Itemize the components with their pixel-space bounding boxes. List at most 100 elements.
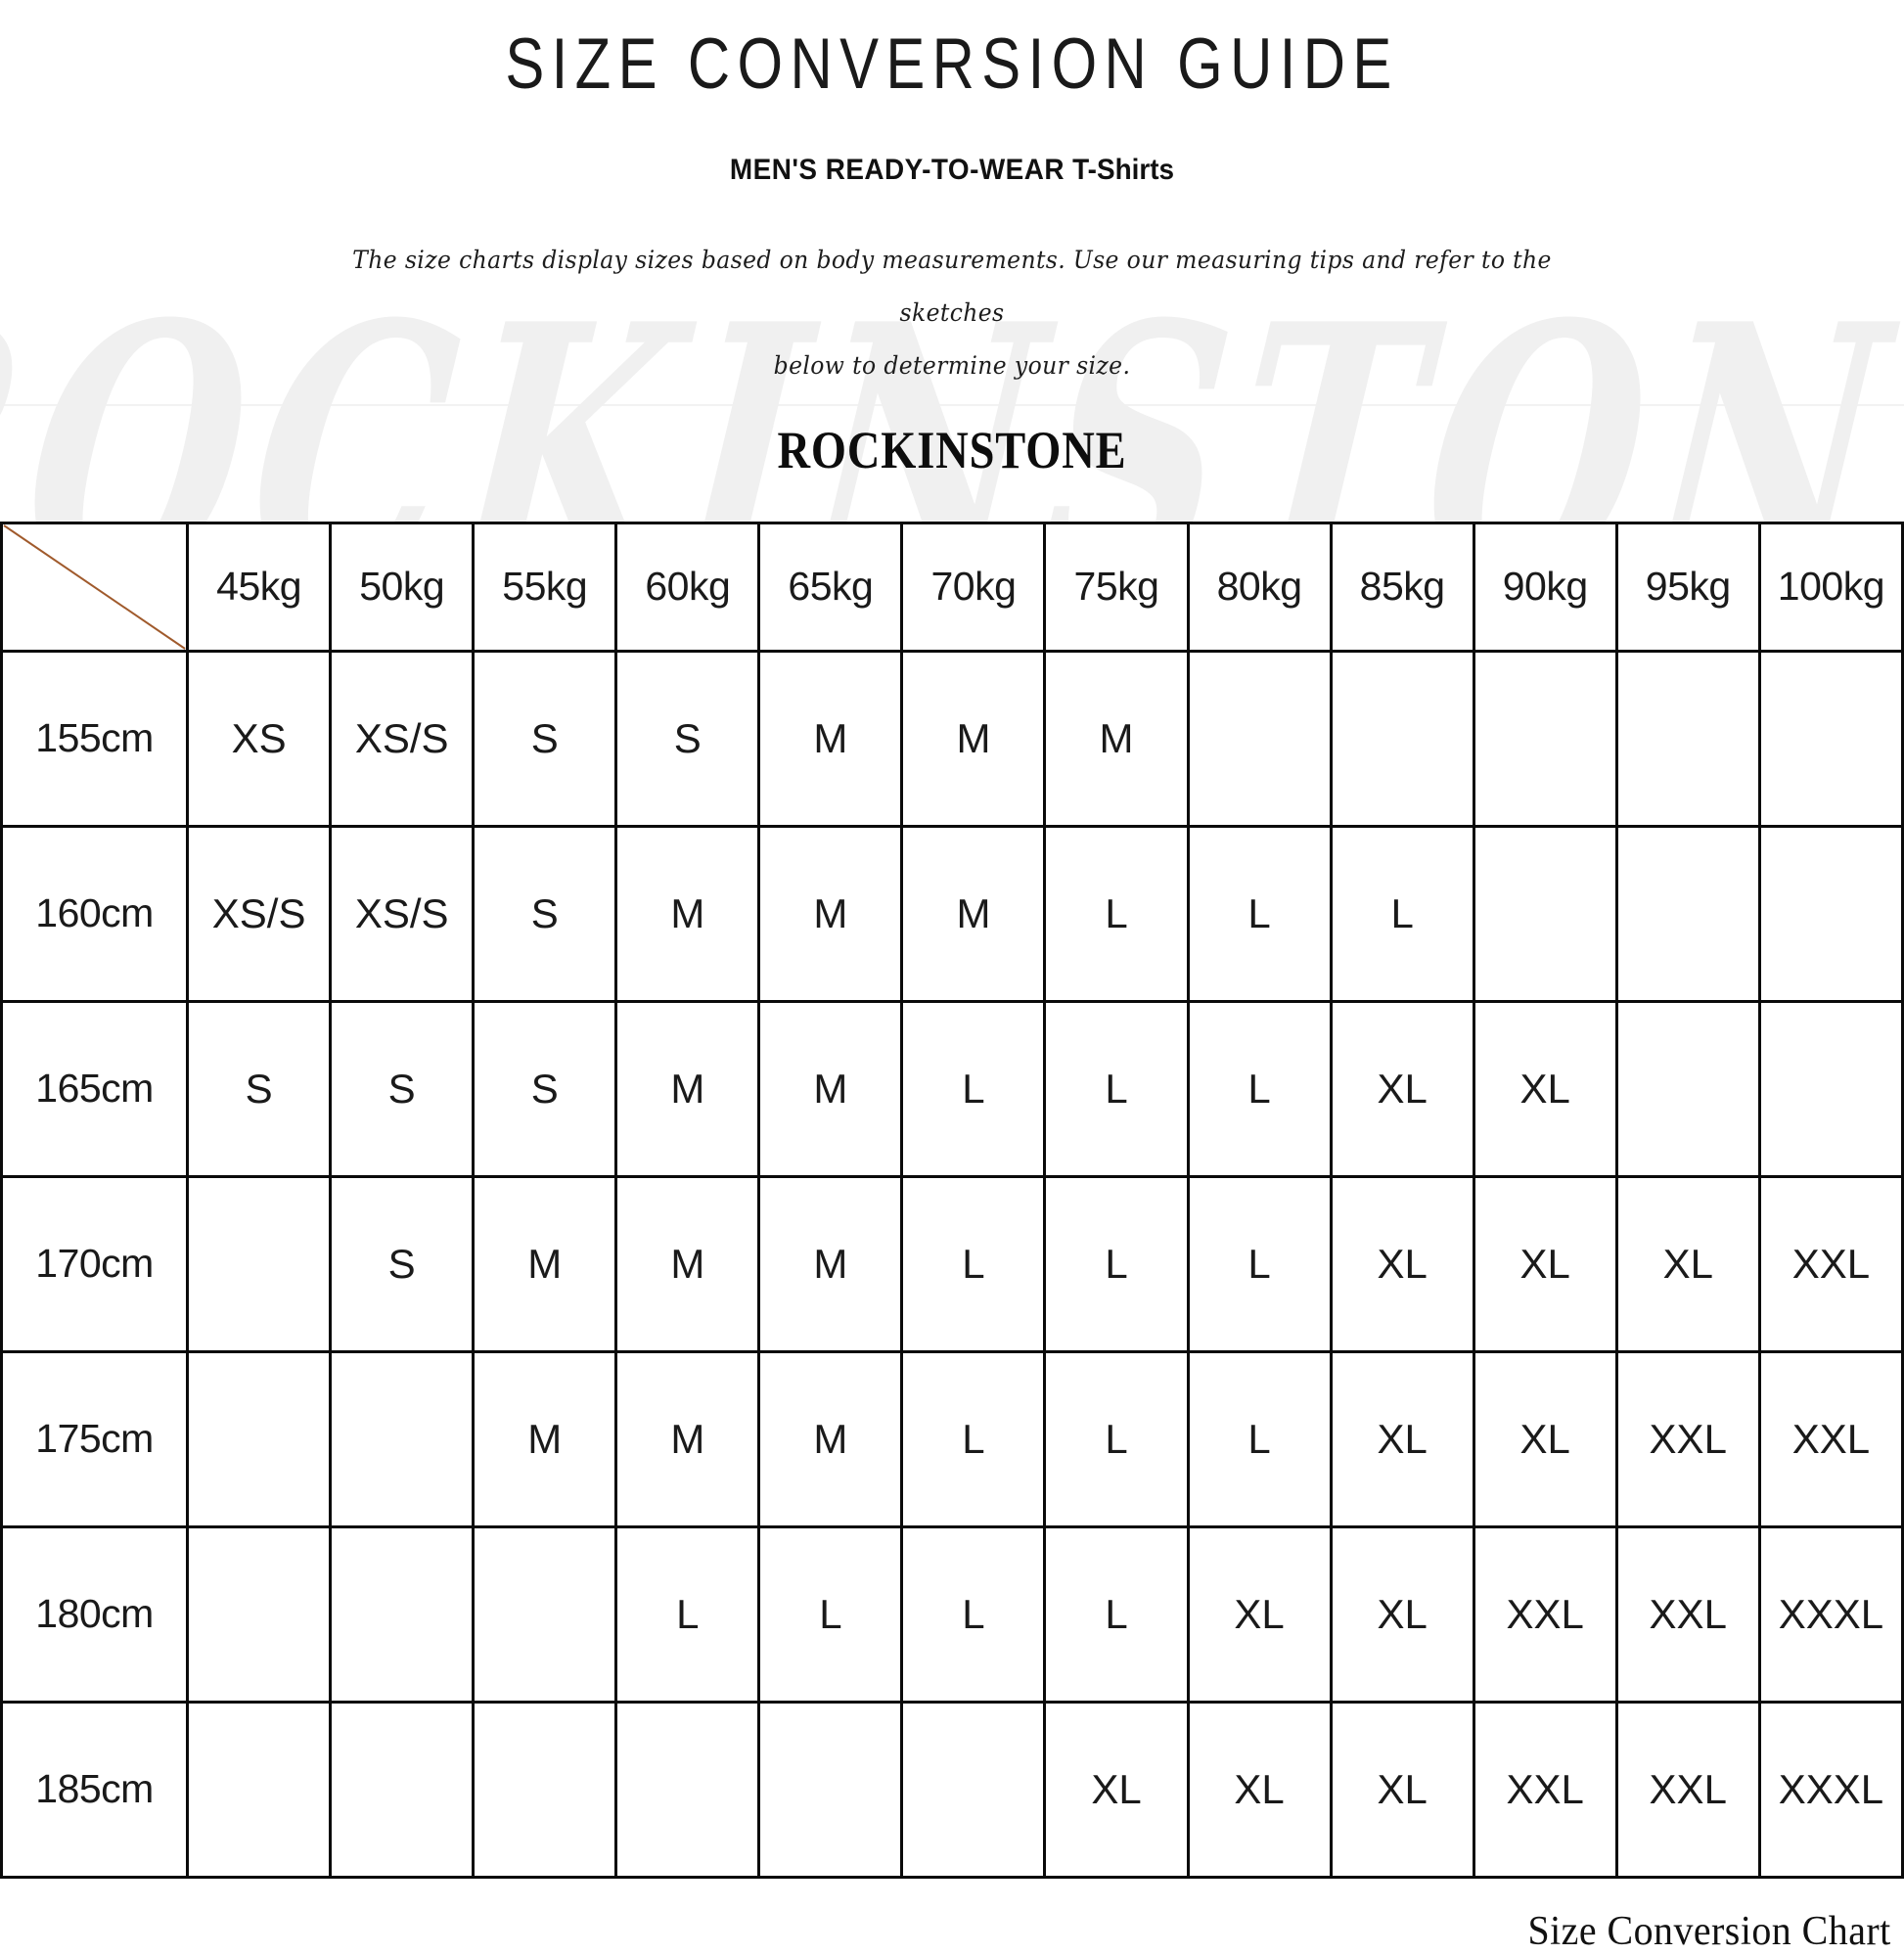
size-cell: L [1186, 1349, 1333, 1528]
empty-cell [1614, 824, 1761, 1003]
table-row: 155cm XS XS/S S S M M M [0, 649, 1904, 828]
size-cell: XL [1186, 1700, 1333, 1879]
table-body: 155cm XS XS/S S S M M M 160cm XS/S XS/S S M M M L L L 165c… [0, 649, 1904, 1879]
header-block: SIZE CONVERSION GUIDE MEN'S READY-TO-WEA… [0, 0, 1904, 480]
size-cell: M [757, 1349, 904, 1528]
empty-cell [186, 1524, 333, 1704]
size-cell: L [1186, 999, 1333, 1178]
size-cell: M [614, 824, 761, 1003]
size-cell: XS [186, 649, 333, 828]
size-cell: M [757, 999, 904, 1178]
table-row: 160cm XS/S XS/S S M M M L L L [0, 824, 1904, 1003]
weight-column-header: 45kg [186, 521, 333, 653]
size-cell: XXL [1472, 1524, 1618, 1704]
size-cell: XXL [1757, 1174, 1904, 1353]
empty-cell [186, 1174, 333, 1353]
size-cell: L [1186, 824, 1333, 1003]
size-cell: L [757, 1524, 904, 1704]
empty-cell [472, 1524, 618, 1704]
size-cell: XL [1472, 999, 1618, 1178]
height-row-header: 175cm [0, 1349, 190, 1528]
size-cell: XL [1329, 1524, 1475, 1704]
description-line-2: below to determine your size. [773, 350, 1131, 380]
size-cell: L [1186, 1174, 1333, 1353]
empty-cell [329, 1349, 476, 1528]
size-cell: L [1329, 824, 1475, 1003]
size-cell: L [900, 1349, 1047, 1528]
weight-column-header: 65kg [757, 521, 904, 653]
garment-type-label: T-Shirts [1072, 154, 1175, 187]
corner-cell-diagonal [0, 521, 190, 653]
empty-cell [1757, 824, 1904, 1003]
size-conversion-table: 45kg 50kg 55kg 60kg 65kg 70kg 75kg 80kg 85kg 90kg… [0, 521, 1904, 1879]
size-cell: M [614, 1349, 761, 1528]
size-cell: L [1043, 1349, 1190, 1528]
size-cell: S [329, 1174, 476, 1353]
size-cell: S [472, 649, 618, 828]
weight-column-header: 55kg [472, 521, 618, 653]
size-cell: XS/S [186, 824, 333, 1003]
weight-column-header: 75kg [1043, 521, 1190, 653]
empty-cell [1614, 999, 1761, 1178]
height-row-header: 160cm [0, 824, 190, 1003]
size-cell: S [472, 999, 618, 1178]
height-row-header: 185cm [0, 1700, 190, 1879]
page-title: SIZE CONVERSION GUIDE [505, 24, 1399, 104]
size-cell: M [900, 649, 1047, 828]
size-cell: XL [1472, 1174, 1618, 1353]
size-cell: M [1043, 649, 1190, 828]
weight-column-header: 85kg [1329, 521, 1475, 653]
height-row-header: 155cm [0, 649, 190, 828]
description-text: The size charts display sizes based on b… [336, 187, 1568, 391]
size-cell: M [757, 1174, 904, 1353]
size-cell: S [472, 824, 618, 1003]
table-row: 185cm XL XL XL XXL XXL XXXL [0, 1700, 1904, 1879]
size-cell: XL [1614, 1174, 1761, 1353]
empty-cell [1186, 649, 1333, 828]
size-cell: L [900, 1174, 1047, 1353]
size-cell: XL [1186, 1524, 1333, 1704]
size-cell: S [614, 649, 761, 828]
empty-cell [1757, 649, 1904, 828]
table-row: 170cm S M M M L L L XL XL XL XXL [0, 1174, 1904, 1353]
empty-cell [1614, 649, 1761, 828]
size-cell: S [329, 999, 476, 1178]
size-cell: L [1043, 999, 1190, 1178]
size-cell: M [900, 824, 1047, 1003]
table-row: 175cm M M M L L L XL XL XXL XXL [0, 1349, 1904, 1528]
size-cell: L [1043, 1524, 1190, 1704]
category-label: MEN'S READY-TO-WEAR [729, 154, 1065, 187]
size-cell: M [614, 999, 761, 1178]
weight-header-row: 45kg 50kg 55kg 60kg 65kg 70kg 75kg 80kg 85kg 90kg… [0, 521, 1904, 653]
empty-cell [900, 1700, 1047, 1879]
size-cell: XL [1329, 1349, 1475, 1528]
size-cell: XL [1472, 1349, 1618, 1528]
size-cell: XS/S [329, 649, 476, 828]
size-cell: XXL [1614, 1524, 1761, 1704]
size-cell: XS/S [329, 824, 476, 1003]
empty-cell [757, 1700, 904, 1879]
height-row-header: 180cm [0, 1524, 190, 1704]
size-cell: XXL [1757, 1349, 1904, 1528]
weight-column-header: 80kg [1186, 521, 1333, 653]
size-cell: XL [1043, 1700, 1190, 1879]
size-cell: L [900, 1524, 1047, 1704]
weight-column-header: 95kg [1614, 521, 1761, 653]
empty-cell [1472, 649, 1618, 828]
height-row-header: 165cm [0, 999, 190, 1178]
empty-cell [614, 1700, 761, 1879]
size-cell: M [757, 649, 904, 828]
size-cell: XXL [1614, 1349, 1761, 1528]
empty-cell [1472, 824, 1618, 1003]
size-cell: M [472, 1174, 618, 1353]
empty-cell [186, 1700, 333, 1879]
size-cell: L [1043, 824, 1190, 1003]
size-cell: XL [1329, 1700, 1475, 1879]
empty-cell [1757, 999, 1904, 1178]
footer-caption: Size Conversion Chart [1527, 1908, 1891, 1954]
size-cell: XXXL [1757, 1524, 1904, 1704]
size-cell: M [757, 824, 904, 1003]
weight-column-header: 60kg [614, 521, 761, 653]
size-cell: XXXL [1757, 1700, 1904, 1879]
